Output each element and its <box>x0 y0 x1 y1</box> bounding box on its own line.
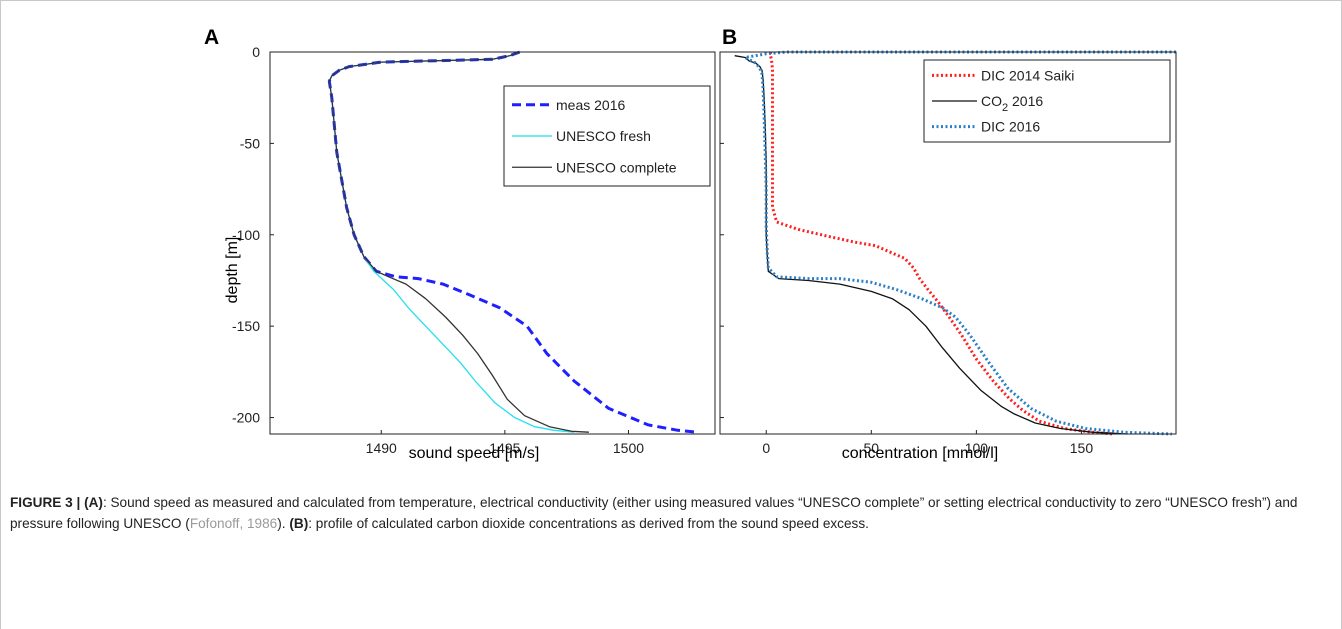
legend-label: UNESCO complete <box>556 159 677 175</box>
caption-part-a-label: (A) <box>84 495 103 510</box>
caption-part-a-text: : Sound speed as measured and calculated… <box>10 495 1298 531</box>
axes-frame-b <box>719 51 1177 435</box>
panel-a-xlabel: sound speed [m/s] <box>409 445 540 462</box>
legend-b: DIC 2014 Saiki CO2 2016 DIC 2016 <box>923 59 1171 143</box>
y-tick-label: -50 <box>240 135 260 151</box>
y-tick-label: -200 <box>232 410 260 426</box>
legend-label: UNESCO fresh <box>556 128 651 144</box>
axes-frame-a <box>269 51 716 435</box>
y-tick-label: 0 <box>252 44 260 60</box>
legend-label: DIC 2014 Saiki <box>981 67 1074 83</box>
legend-a: meas 2016 UNESCO fresh UNESCO complete <box>503 85 711 187</box>
x-tick-label: 1490 <box>366 440 397 456</box>
x-tick-label: 50 <box>864 440 880 456</box>
y-tick-label: -100 <box>232 227 260 243</box>
series-line-b-0 <box>768 52 1114 436</box>
panel-b-chart: 0 50 100 150 DIC 2014 Saiki CO2 2016 DIC 2016 <box>719 50 1177 456</box>
x-tick-label: 0 <box>762 440 770 456</box>
caption-figure-label: FIGURE 3 <box>10 495 73 510</box>
series-line-a-2 <box>328 51 589 433</box>
x-tick-label: 100 <box>965 440 989 456</box>
panel-a-chart: 1490 1495 1500 0 -50 -100 -150 -200 meas 2016 UNE… <box>232 44 716 456</box>
top-rule <box>0 0 1342 1</box>
panel-a-ylabel: depth [m] <box>224 237 241 304</box>
panel-b-xlabel: concentration [mmol/l] <box>842 445 999 462</box>
caption-separator: | <box>72 495 85 510</box>
x-tick-label: 1495 <box>489 440 520 456</box>
legend-label: DIC 2016 <box>981 119 1040 135</box>
legend-label: CO2 2016 <box>981 93 1043 114</box>
caption-citation-link[interactable]: Fofonoff, 1986 <box>189 516 278 531</box>
y-tick-label: -150 <box>232 318 260 334</box>
caption-part-b-text: : profile of calculated carbon dioxide c… <box>308 516 869 531</box>
left-rule <box>0 0 1 629</box>
caption-part-b-label: (B) <box>289 516 309 531</box>
x-tick-label: 1500 <box>613 440 644 456</box>
series-line-b-2 <box>743 50 1176 436</box>
legend-label: meas 2016 <box>556 97 625 113</box>
figure-caption: FIGURE 3 | (A): Sound speed as measured … <box>10 492 1328 534</box>
caption-part-a-end: ). <box>277 516 290 531</box>
panel-a-label: A <box>204 26 219 49</box>
x-tick-label: 150 <box>1070 440 1094 456</box>
panel-b-label: B <box>722 26 737 49</box>
